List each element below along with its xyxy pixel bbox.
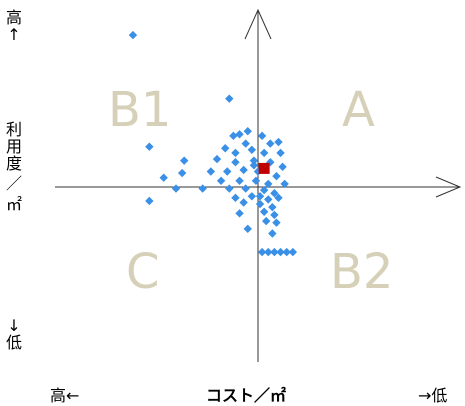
data-point: [221, 144, 230, 153]
data-point: [231, 193, 240, 203]
x-high-side-label: →低: [418, 386, 448, 405]
data-point: [235, 130, 244, 139]
x-axis-label: コスト／㎡: [206, 386, 287, 405]
y-axis-arrowhead: [244, 8, 272, 40]
data-point: [177, 168, 187, 178]
data-point: [249, 156, 259, 165]
y-axis-label-char: 度: [5, 153, 22, 173]
data-point: [270, 189, 279, 198]
data-point: [270, 210, 279, 220]
data-point: [180, 156, 189, 165]
data-point: [276, 247, 285, 257]
data-point: [272, 218, 281, 227]
data-point: [247, 145, 257, 154]
y-bottom-label-text: ↓低: [5, 316, 22, 352]
data-point: [198, 184, 207, 193]
y-axis-label: 利用度／㎡: [2, 120, 26, 215]
data-point: [159, 173, 168, 182]
data-point: [268, 229, 277, 238]
x-low-side-label: 高←: [50, 386, 80, 405]
y-axis-label-char: ／: [5, 174, 22, 194]
data-point: [276, 148, 285, 158]
data-point: [255, 192, 265, 201]
data-point: [235, 176, 244, 185]
quadrant-label-b2: B2: [330, 244, 394, 300]
data-point: [266, 139, 275, 148]
data-point: [231, 158, 240, 167]
data-point: [145, 196, 154, 206]
data-point: [251, 176, 261, 185]
data-point: [259, 185, 269, 195]
data-point: [239, 165, 248, 175]
data-point: [225, 184, 234, 193]
data-point: [262, 216, 271, 226]
axes: [55, 8, 462, 362]
data-point: [274, 193, 283, 203]
data-point: [288, 247, 298, 257]
data-point: [257, 131, 267, 141]
data-points: [128, 30, 298, 257]
y-top-label: 高↑: [2, 8, 26, 44]
y-top-label-text: 高↑: [5, 8, 22, 44]
y-axis-label-char: ㎡: [5, 195, 22, 215]
data-point: [257, 247, 267, 257]
data-point: [270, 247, 279, 257]
highlight-point: [258, 162, 270, 174]
data-point: [249, 161, 259, 170]
data-point: [253, 167, 263, 176]
y-axis-label-char: 用: [5, 136, 22, 156]
quadrant-label-a: A: [342, 82, 375, 138]
data-point: [268, 202, 277, 212]
data-point: [247, 192, 257, 201]
data-point: [216, 176, 226, 185]
data-point: [264, 247, 273, 257]
data-point: [241, 139, 250, 148]
x-axis-arrowhead: [435, 176, 462, 198]
data-point: [223, 167, 232, 176]
data-point: [255, 199, 265, 209]
quadrant-label-c: C: [126, 244, 160, 300]
data-point: [264, 179, 273, 189]
data-point: [272, 171, 281, 181]
y-axis-label-char: 利: [5, 120, 22, 139]
data-point: [239, 198, 248, 207]
data-point: [229, 131, 238, 141]
data-point: [241, 184, 250, 193]
data-point: [243, 224, 252, 234]
data-point: [231, 148, 240, 158]
data-point: [259, 207, 269, 216]
data-point: [128, 30, 138, 40]
data-point: [280, 179, 289, 189]
data-point: [206, 167, 216, 176]
y-bottom-label: ↓低: [2, 316, 26, 352]
data-point: [274, 137, 283, 147]
data-point: [171, 184, 181, 193]
data-point: [259, 148, 269, 158]
data-point: [145, 142, 154, 151]
data-point: [225, 94, 234, 103]
data-point: [278, 162, 287, 172]
data-point: [235, 209, 244, 218]
data-point: [282, 247, 291, 257]
data-point: [212, 154, 222, 164]
data-point: [243, 127, 252, 136]
quadrant-label-b1: B1: [108, 82, 172, 138]
data-point: [264, 195, 273, 204]
